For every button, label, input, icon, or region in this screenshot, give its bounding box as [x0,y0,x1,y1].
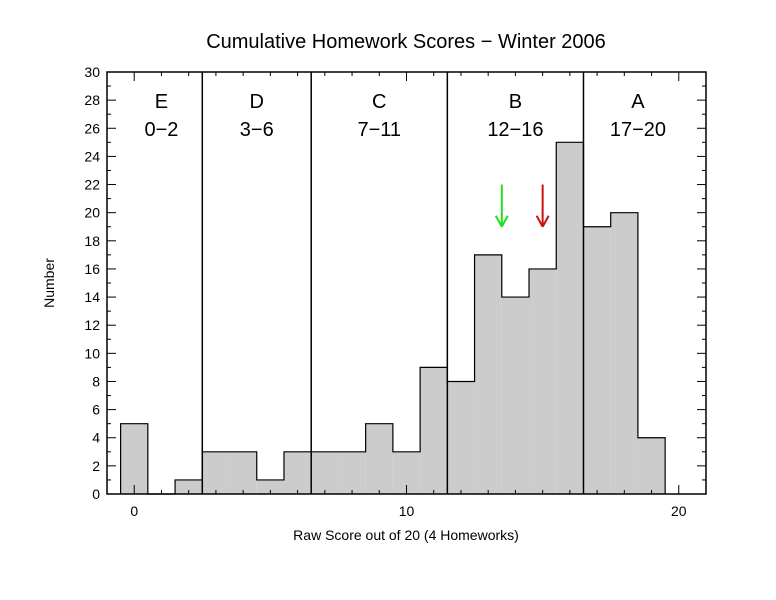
grade-letter: D [250,91,264,113]
x-axis-ticks: 0 10 20 [130,72,687,519]
y-tick-label: 20 [84,205,100,221]
histogram-bar [637,437,666,494]
arrow-marker [494,184,509,228]
histogram-bar [338,451,366,494]
grade-range: 17−20 [610,119,666,141]
x-tick-label: 10 [399,503,415,519]
histogram-bar [556,142,584,495]
histogram-bar [283,451,312,494]
histogram-bar [311,451,339,494]
histogram-bar [529,268,557,494]
histogram-bar [175,479,203,494]
histogram-bar [120,423,148,494]
y-tick-label: 14 [84,289,100,305]
y-tick-label: 0 [92,486,100,502]
x-tick-label: 0 [130,503,138,519]
bars-group [120,141,666,495]
histogram-bar [202,451,230,494]
y-tick-label: 8 [92,373,100,389]
x-axis-label: Raw Score out of 20 (4 Homeworks) [293,527,519,543]
y-tick-label: 4 [92,430,100,446]
arrow-marker [535,184,550,228]
histogram-bar [447,381,475,494]
grade-letter: E [155,91,168,113]
y-tick-label: 26 [84,120,100,136]
histogram-bar [474,254,502,494]
histogram-bar [420,367,448,494]
y-tick-label: 30 [84,64,100,80]
grade-range: 3−6 [240,119,274,141]
histogram-bar [610,212,638,494]
grade-range: 7−11 [357,119,401,141]
histogram-bar [365,423,393,494]
grade-letter: A [631,91,645,113]
arrows-group [494,184,550,228]
grade-dividers [201,72,585,494]
histogram-bar [256,479,284,494]
y-tick-label: 10 [84,345,100,361]
y-tick-label: 24 [84,148,100,164]
grade-labels: E 0−2 D 3−6 C 7−11 B 12−16 A 17−20 [144,91,666,141]
y-tick-label: 2 [92,458,100,474]
y-axis-label: Number [41,258,57,308]
grade-range: 12−16 [487,119,543,141]
histogram-bar [501,297,530,494]
y-tick-label: 28 [84,92,100,108]
y-tick-label: 6 [92,402,100,418]
histogram-bar [229,451,257,494]
histogram-bar [583,226,611,494]
chart-title: Cumulative Homework Scores − Winter 2006 [206,31,606,53]
y-tick-label: 16 [84,261,100,277]
x-tick-label: 20 [671,503,687,519]
y-tick-label: 18 [84,233,100,249]
grade-range: 0−2 [144,119,178,141]
y-tick-label: 12 [84,317,100,333]
grade-letter: C [372,91,386,113]
y-tick-label: 22 [84,177,100,193]
grade-letter: B [509,91,522,113]
